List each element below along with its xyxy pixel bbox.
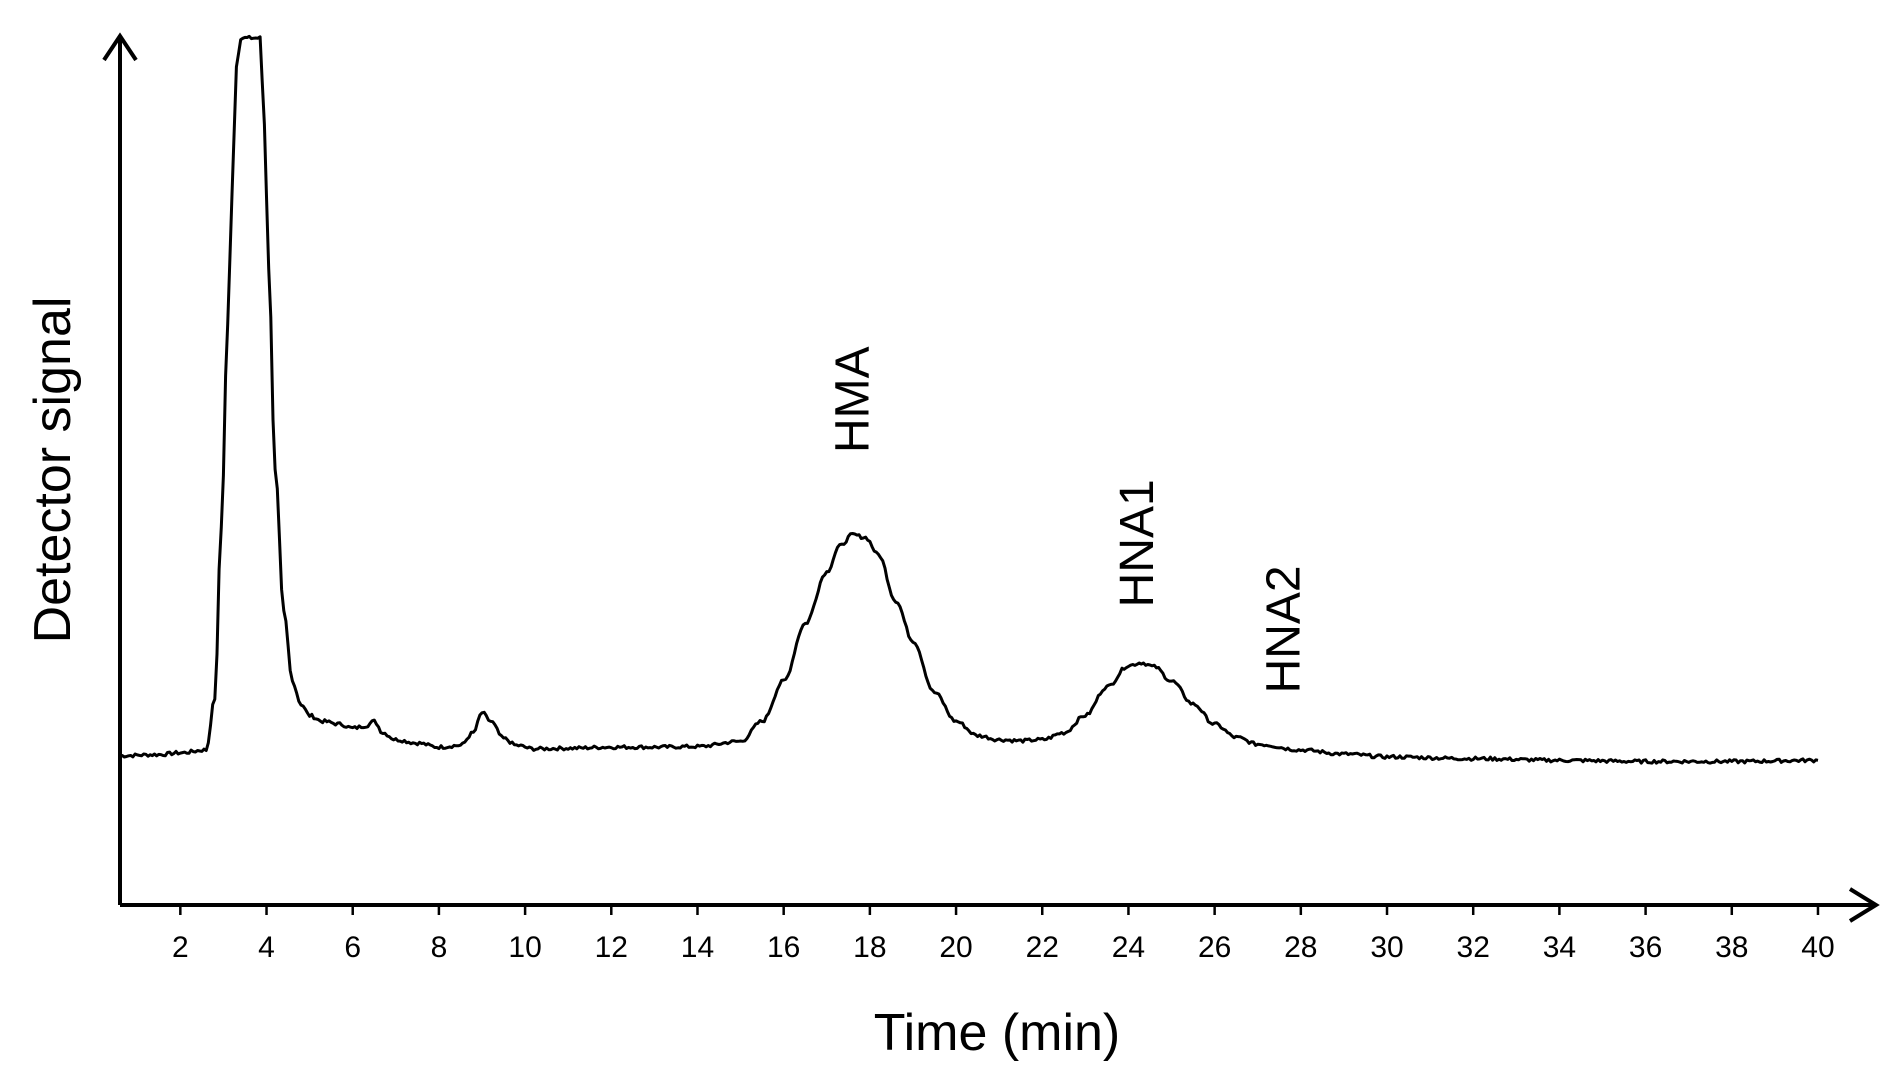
x-tick-label: 40 [1801, 931, 1834, 964]
x-tick-label: 20 [939, 931, 972, 964]
x-tick-label: 14 [681, 931, 714, 964]
x-tick-label: 16 [767, 931, 800, 964]
x-tick-label: 18 [853, 931, 886, 964]
x-tick-label: 12 [595, 931, 628, 964]
peak-annotations: HMA HNA1 HNA2 [827, 346, 1311, 693]
x-tick-label: 4 [258, 931, 275, 964]
x-tick-label: 26 [1198, 931, 1231, 964]
x-tick-label: 38 [1715, 931, 1748, 964]
x-axis [120, 887, 1880, 923]
x-tick-label: 34 [1543, 931, 1576, 964]
x-tick-label: 8 [431, 931, 448, 964]
x-tick-label: 32 [1457, 931, 1490, 964]
x-tick-label: 10 [508, 931, 541, 964]
x-axis-arrow-icon [1848, 887, 1880, 923]
series-line [120, 34, 1819, 765]
x-ticks: 2 4 6 8 10 12 14 16 18 20 22 24 26 28 30 32 34 36 38 40 [172, 905, 1835, 964]
x-tick-label: 24 [1112, 931, 1145, 964]
y-axis-arrow-icon [102, 32, 138, 62]
x-tick-label: 36 [1629, 931, 1662, 964]
peak-label-hna1: HNA1 [1111, 479, 1164, 607]
x-tick-label: 6 [344, 931, 361, 964]
x-axis-title: Time (min) [874, 1004, 1121, 1062]
x-tick-label: 28 [1284, 931, 1317, 964]
x-tick-label: 2 [172, 931, 189, 964]
peak-label-hna2: HNA2 [1258, 565, 1311, 693]
y-axis [102, 32, 138, 905]
peak-label-hma: HMA [827, 346, 880, 453]
y-axis-title: Detector signal [24, 297, 82, 644]
x-tick-label: 30 [1370, 931, 1403, 964]
x-tick-label: 22 [1026, 931, 1059, 964]
trace-group [120, 34, 1819, 765]
